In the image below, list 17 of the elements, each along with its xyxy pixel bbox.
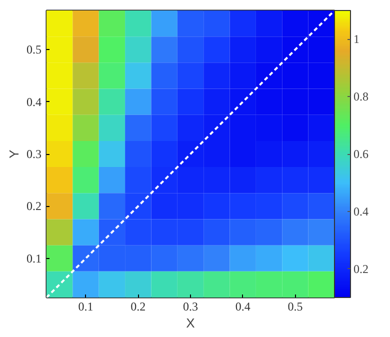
color-bar-label: 1 (354, 32, 360, 46)
color-bar-label: 0.8 (354, 90, 368, 104)
x-tick-label: 0.3 (183, 300, 198, 314)
y-tick-label: 0.1 (26, 251, 42, 266)
x-tick-label: 0.2 (130, 300, 146, 314)
color-bar-label: 0.6 (354, 147, 368, 161)
y-tick-label: 0.3 (26, 147, 42, 161)
x-axis-title: X (186, 316, 196, 330)
color-bar-label: 0.4 (354, 204, 368, 218)
y-tick-label: 0.2 (26, 199, 42, 214)
y-tick-label: 0.4 (26, 94, 42, 109)
x-tick-label: 0.1 (78, 300, 94, 314)
y-tick-label: 0.5 (26, 42, 42, 57)
color-bar-label: 0.2 (354, 262, 368, 276)
y-axis-title: Y (6, 149, 22, 158)
x-tick-label: 0.4 (235, 300, 250, 314)
x-tick-label: 0.5 (288, 300, 303, 314)
